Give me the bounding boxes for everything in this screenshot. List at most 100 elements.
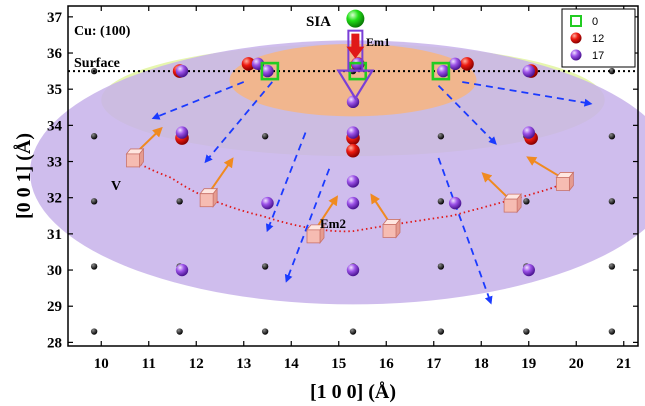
plot-frame — [67, 5, 639, 347]
lattice-atom — [261, 328, 269, 335]
x-tick-label: 14 — [284, 356, 300, 372]
sia-label: SIA — [306, 14, 331, 30]
cube-front — [555, 177, 570, 191]
lattice-atom — [608, 263, 616, 270]
em1-red-arrow — [346, 33, 365, 59]
lattice-atom — [437, 198, 445, 205]
y-tick-label: 35 — [47, 82, 62, 98]
cube-front — [126, 153, 140, 168]
y-tick-label: 37 — [47, 10, 63, 26]
lattice-atom — [90, 328, 98, 335]
atom-0 — [431, 61, 451, 81]
diffusion-arrow — [204, 81, 273, 164]
cube-front — [503, 198, 518, 213]
path-layer — [133, 157, 566, 233]
atom-17 — [437, 64, 450, 78]
vacancy-arrow — [481, 172, 511, 201]
atom-0 — [260, 61, 280, 81]
cube-front — [199, 193, 214, 208]
diffusion-arrow — [284, 168, 331, 283]
em2-label: Em2 — [320, 216, 346, 231]
diffusion-arrow — [151, 81, 245, 120]
cube-front — [306, 229, 321, 244]
legend-label-0: 0 — [592, 16, 598, 28]
diffusion-arrow — [437, 157, 493, 305]
vacancy-cube — [306, 223, 325, 245]
surface-label: Surface — [74, 56, 120, 71]
cell-label: Cu: (100) — [74, 24, 131, 39]
lattice-atom — [90, 263, 98, 270]
atom-17 — [175, 263, 189, 277]
y-tick-label: 32 — [47, 191, 62, 207]
vacancy-cube — [555, 171, 575, 192]
atom-17 — [448, 196, 462, 210]
lattice-atom — [608, 328, 616, 335]
y-axis-title: [0 0 1] (Å) — [12, 133, 35, 219]
atom-12 — [346, 143, 360, 158]
atom-17 — [346, 95, 360, 109]
lattice-atom — [90, 198, 98, 205]
legend-marker-12 — [570, 32, 582, 44]
atom-17 — [346, 196, 360, 210]
legend-label-17: 17 — [592, 50, 604, 62]
atom-17 — [261, 196, 274, 210]
x-axis-title: [1 0 0] (Å) — [310, 380, 396, 403]
x-tick-label: 21 — [616, 356, 631, 372]
tick-layer: 10 11 12 13 14 15 16 17 18 19 20 21 28 29 30 31 32 33 34 35… — [47, 6, 638, 372]
vacancy-cube — [199, 187, 218, 208]
vacancy-cube — [503, 192, 522, 214]
atom-17 — [448, 57, 462, 71]
cube-layer — [125, 147, 575, 245]
legend-label-12: 12 — [592, 33, 604, 45]
x-tick-label: 15 — [331, 356, 346, 372]
lattice-atom — [523, 328, 530, 335]
atom-17 — [522, 126, 535, 139]
cube-front — [382, 224, 397, 238]
atom-17 — [346, 126, 360, 139]
legend-marker-17 — [570, 49, 582, 61]
y-tick-label: 34 — [47, 118, 63, 134]
lattice-atom — [176, 198, 183, 205]
diffusion-arrow — [265, 132, 307, 233]
x-tick-label: 18 — [474, 356, 489, 372]
y-tick-label: 31 — [47, 227, 62, 243]
vacancy-arrow — [526, 156, 563, 179]
y-tick-label: 28 — [47, 335, 62, 351]
lattice-atom — [176, 328, 183, 335]
sia-atom — [346, 9, 365, 28]
lattice-atom — [349, 328, 357, 335]
diffusion-arrow — [437, 84, 497, 145]
y-tick-label: 29 — [47, 299, 62, 315]
legend: 0 12 17 — [561, 8, 636, 68]
atom-17 — [346, 175, 360, 188]
x-tick-label: 12 — [189, 356, 204, 372]
atom-17 — [175, 126, 189, 139]
atom-17 — [346, 263, 360, 277]
x-tick-label: 13 — [236, 356, 251, 372]
x-tick-label: 20 — [569, 356, 584, 372]
atom-17 — [175, 64, 189, 78]
atom-17 — [261, 64, 274, 78]
y-tick-label: 36 — [47, 46, 63, 62]
lattice-atom — [261, 133, 269, 140]
lattice-atom — [261, 263, 269, 270]
atom-17 — [522, 263, 535, 277]
atom-12 — [460, 57, 474, 71]
atom-17 — [522, 64, 535, 78]
y-tick-label: 33 — [47, 155, 62, 171]
lattice-atom — [608, 67, 616, 75]
lattice-atom — [437, 328, 445, 335]
x-tick-label: 19 — [521, 356, 536, 372]
x-tick-label: 10 — [94, 356, 109, 372]
lattice-atom — [608, 133, 616, 140]
legend-marker-0 — [570, 15, 582, 27]
diffusion-arrow — [462, 81, 593, 107]
lattice-atom — [437, 263, 445, 270]
lattice-atom — [437, 133, 445, 140]
em2-path — [133, 157, 566, 233]
x-tick-label: 16 — [379, 356, 395, 372]
atom-12 — [241, 57, 256, 71]
em1-purple-arrowhead — [336, 69, 375, 101]
x-tick-label: 17 — [426, 356, 442, 372]
